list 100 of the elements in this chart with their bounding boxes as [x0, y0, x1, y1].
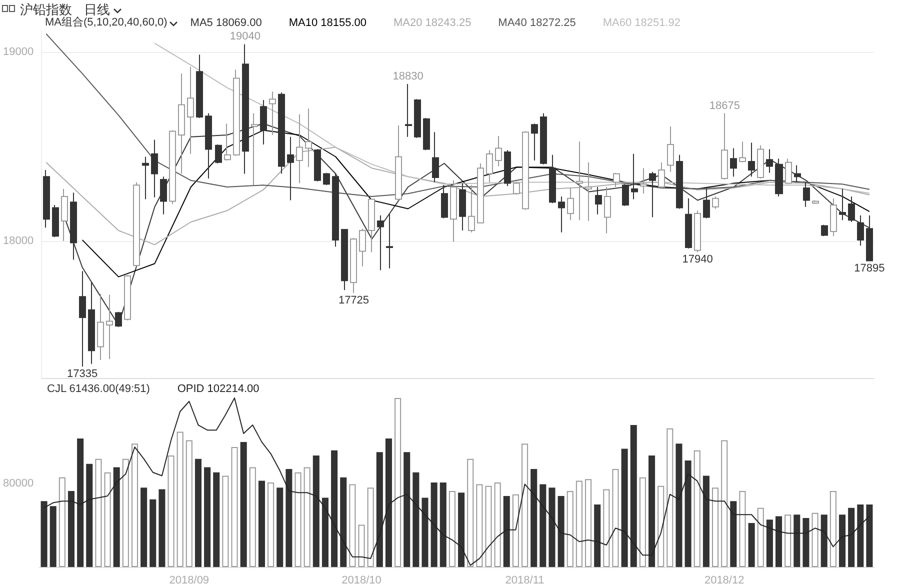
candlestick [169, 130, 176, 205]
bar [721, 440, 728, 567]
bar [748, 523, 755, 567]
candlestick [486, 150, 493, 183]
candlestick [658, 162, 665, 190]
x-tick-label: 2018/10 [342, 574, 382, 586]
candlestick [739, 141, 746, 163]
candlestick [667, 126, 674, 172]
y-tick-label: 18000 [2, 234, 34, 247]
bar [621, 448, 628, 567]
bar [340, 477, 347, 567]
bar [258, 480, 265, 567]
bar [712, 488, 719, 567]
candlestick [857, 214, 864, 246]
candlestick [341, 229, 348, 291]
x-tick-label: 2018/09 [169, 574, 210, 586]
candlestick [441, 184, 448, 219]
candlestick [803, 182, 810, 208]
series-label: OPID 102214.00 [177, 383, 260, 395]
candlestick [830, 198, 837, 237]
bar [158, 489, 166, 567]
bar [730, 501, 737, 567]
candlestick [43, 169, 50, 228]
bar [68, 490, 75, 567]
bar [684, 460, 692, 567]
bar [812, 512, 818, 567]
candlestick [332, 173, 339, 248]
candlestick [585, 162, 592, 222]
bar [86, 464, 93, 567]
bar [304, 467, 310, 567]
candlestick [495, 135, 502, 167]
bar [458, 492, 465, 567]
bar [349, 484, 356, 567]
text: CJL 61436.00(49:51) [47, 383, 150, 395]
candlestick [151, 139, 158, 198]
bar [775, 516, 782, 567]
bar [358, 524, 365, 567]
candlestick [576, 141, 583, 221]
bar [422, 498, 428, 567]
x-tick-label: 2018/11 [505, 574, 544, 586]
candlestick [531, 123, 538, 162]
candlestick [423, 117, 430, 151]
candlestick [233, 69, 240, 156]
candlestick [540, 112, 547, 165]
bar [204, 467, 211, 567]
text: 18675 [709, 100, 740, 112]
bar [95, 458, 102, 567]
candlestick [269, 91, 276, 136]
bar [276, 488, 284, 567]
bar [231, 447, 238, 567]
text: 18830 [392, 70, 424, 82]
candlestick [160, 176, 167, 215]
bar [467, 458, 474, 567]
candlestick [504, 150, 511, 187]
bar [404, 452, 410, 567]
candlestick [821, 224, 828, 237]
text: 80000 [3, 478, 34, 490]
candlestick [215, 144, 222, 164]
bar [838, 514, 846, 567]
candlestick [848, 196, 855, 222]
candlestick [766, 148, 773, 174]
bar [848, 508, 855, 567]
bar [830, 490, 836, 567]
bar [666, 428, 674, 567]
text: MA40 18272.25 [498, 17, 576, 29]
x-tick-label: 2018/12 [704, 574, 744, 586]
bar [286, 468, 292, 567]
bar [585, 479, 592, 567]
bar [866, 504, 873, 567]
bar [766, 520, 773, 567]
legend-title: MA组合(5,10,20,40,60,0) [45, 16, 168, 28]
bar [639, 477, 646, 567]
candlestick [368, 198, 375, 253]
candlestick [61, 188, 68, 242]
candlestick [97, 293, 104, 361]
candlestick [604, 186, 611, 234]
candlestick [296, 114, 303, 184]
line-series [46, 146, 870, 246]
bar [594, 504, 601, 567]
bar [131, 444, 138, 567]
bar [430, 482, 438, 567]
candlestick [52, 204, 59, 238]
bar [331, 450, 338, 567]
candlestick [395, 125, 402, 201]
bar [412, 472, 420, 567]
chart-title: 沪铅指数 [20, 2, 72, 17]
candlestick [522, 130, 529, 210]
bar [140, 488, 148, 567]
bar [857, 504, 864, 567]
bar [240, 442, 247, 567]
bar [448, 490, 456, 567]
text: 17335 [67, 368, 98, 380]
bar [757, 508, 764, 567]
candlestick [613, 172, 620, 188]
bar [440, 482, 446, 567]
candlestick [730, 148, 737, 178]
candlestick [721, 112, 728, 180]
bar [540, 484, 546, 567]
bar [249, 467, 256, 567]
candlestick [386, 212, 393, 269]
